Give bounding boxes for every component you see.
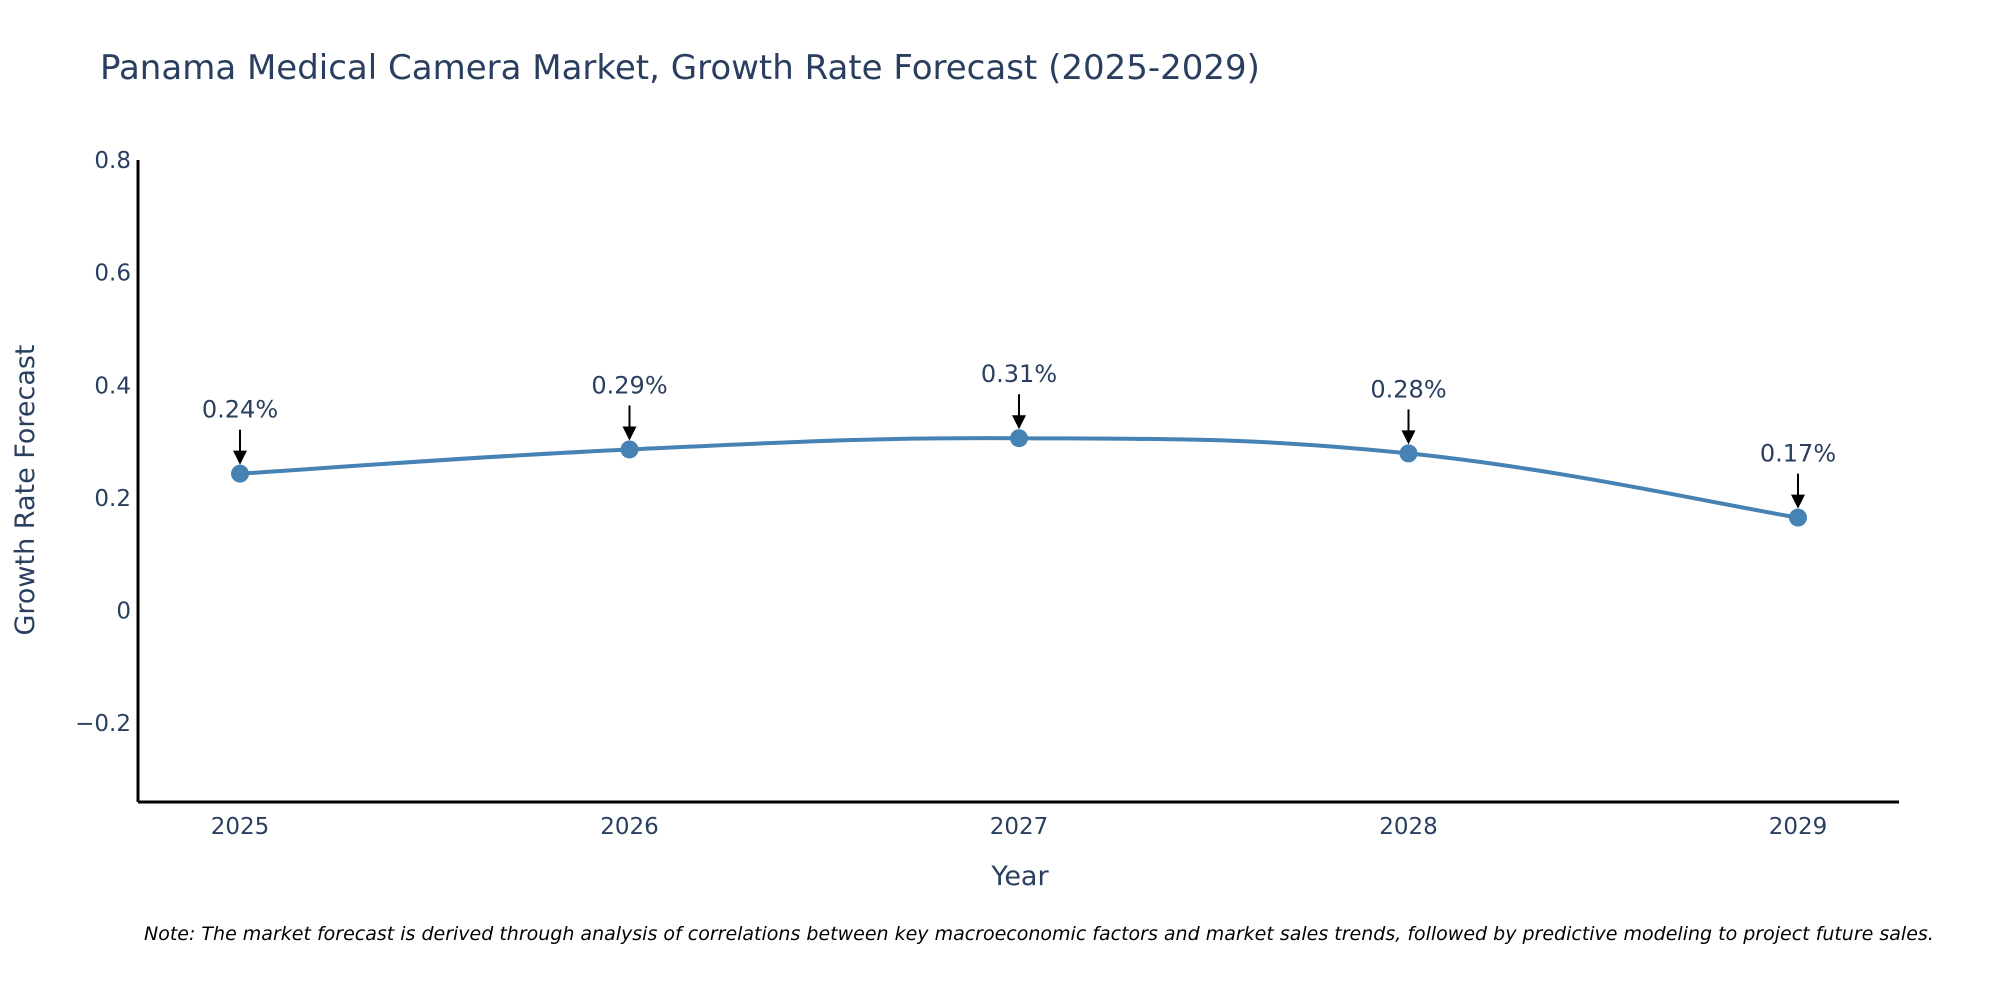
y-tick-label: 0.4: [94, 373, 131, 399]
annotation-arrow-head: [622, 426, 637, 441]
annotation-arrow-head: [1401, 430, 1416, 445]
data-annotations: 0.24% 0.29% 0.31% 0.28% 0.17%: [202, 360, 1836, 509]
annotation-arrow-head: [1791, 494, 1805, 509]
y-tick-label: 0: [116, 599, 131, 625]
y-tick-label: 0.8: [94, 148, 131, 174]
data-label: 0.28%: [1370, 375, 1446, 403]
data-label: 0.31%: [981, 360, 1057, 388]
x-tick-label: 2027: [990, 814, 1049, 840]
data-label: 0.24%: [202, 396, 278, 424]
data-label: 0.17%: [1760, 440, 1836, 468]
y-tick-label: 0.2: [94, 486, 131, 512]
x-axis-ticks: 2025 2026 2027 2028 2029: [211, 814, 1828, 840]
chart-title: Panama Medical Camera Market, Growth Rat…: [100, 48, 1260, 88]
x-tick-label: 2025: [211, 814, 270, 840]
x-axis-title: Year: [990, 861, 1049, 892]
y-axis-ticks: 0.8 0.6 0.4 0.2 0 −0.2: [75, 148, 131, 737]
data-point: [1010, 429, 1028, 448]
data-point: [231, 464, 249, 483]
x-tick-label: 2029: [1769, 814, 1828, 840]
y-axis-title: Growth Rate Forecast: [10, 344, 41, 635]
x-tick-label: 2028: [1379, 814, 1438, 840]
forecast-note: Note: The market forecast is derived thr…: [144, 923, 1934, 945]
data-point: [1399, 444, 1418, 463]
data-label: 0.29%: [591, 371, 667, 399]
data-points: [231, 429, 1807, 527]
y-tick-label: 0.6: [94, 261, 131, 287]
y-tick-label: −0.2: [75, 711, 131, 737]
x-tick-label: 2026: [600, 814, 659, 840]
series-line-growth-rate: [239, 436, 1799, 520]
data-point: [1789, 508, 1807, 527]
annotation-arrow-head: [1012, 415, 1026, 430]
annotation-arrow-head: [233, 450, 247, 465]
data-point: [620, 440, 639, 459]
